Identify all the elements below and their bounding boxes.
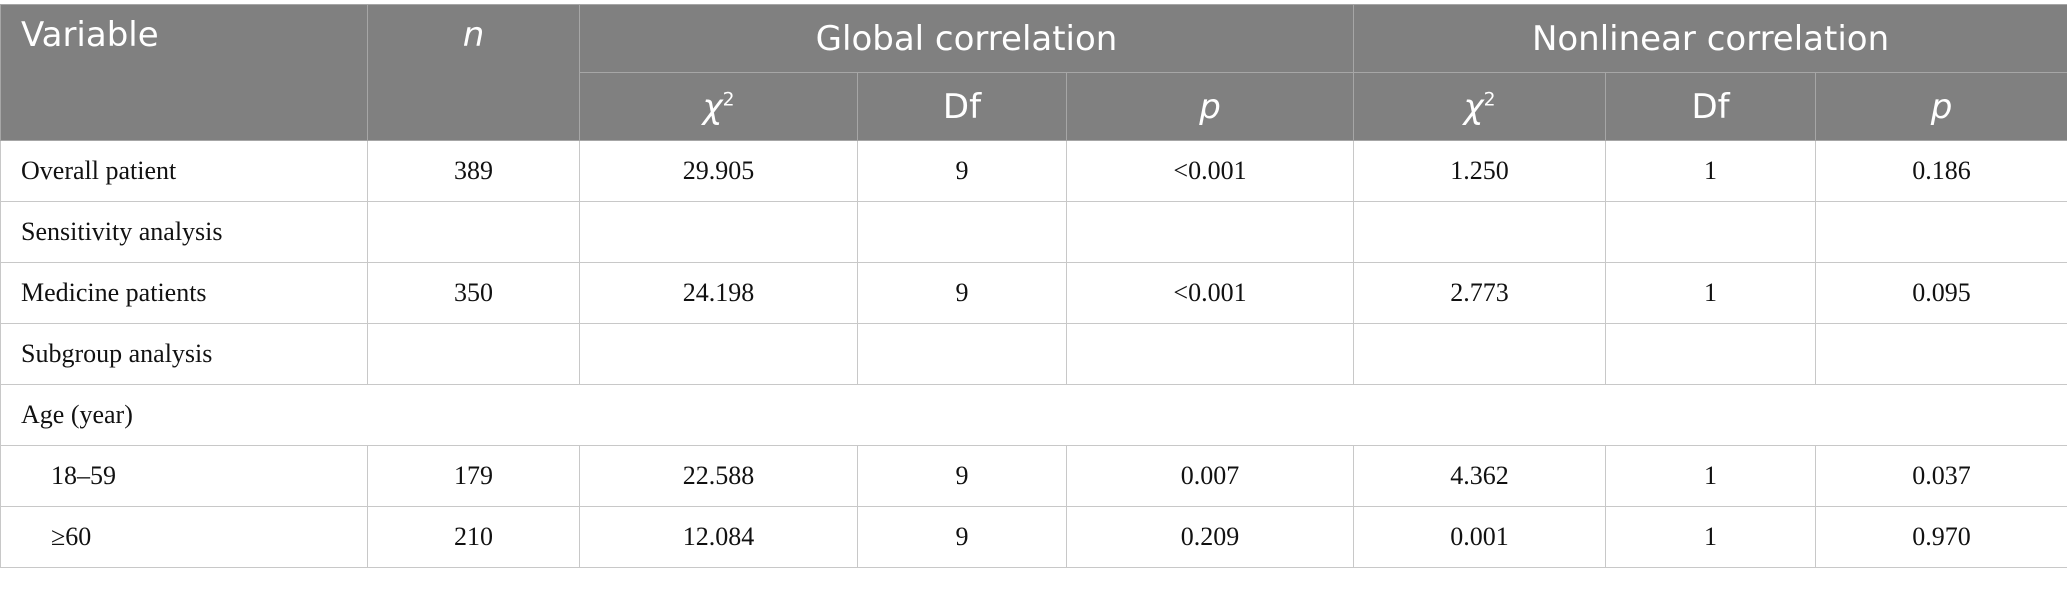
table-row: Medicine patients 350 24.198 9 <0.001 2.… <box>0 262 2067 324</box>
row-label: 18–59 <box>0 445 368 507</box>
cell-empty <box>579 201 858 263</box>
cell-global-p: 0.209 <box>1065 506 1355 568</box>
cell-nonlinear-chi: 2.773 <box>1353 262 1607 324</box>
row-label: Subgroup analysis <box>0 323 368 385</box>
header-nonlinear-correlation: Nonlinear correlation <box>1353 4 2067 73</box>
chi-superscript: 2 <box>722 89 735 111</box>
chi-symbol: χ <box>1463 86 1484 127</box>
cell-empty <box>1353 201 1607 263</box>
cell-empty <box>367 323 580 385</box>
cell-global-chi: 22.588 <box>579 445 858 507</box>
cell-nonlinear-chi: 0.001 <box>1353 506 1607 568</box>
cell-empty <box>1815 323 2067 385</box>
cell-empty <box>579 323 858 385</box>
table-body: Overall patient 389 29.905 9 <0.001 1.25… <box>0 140 2067 568</box>
cell-global-chi: 24.198 <box>579 262 858 324</box>
cell-global-df: 9 <box>857 445 1067 507</box>
header-global-p: p <box>1065 72 1355 141</box>
chi-symbol: χ <box>702 86 723 127</box>
cell-global-df: 9 <box>857 140 1067 202</box>
row-label: ≥60 <box>0 506 368 568</box>
header-nonlinear-p: p <box>1815 72 2067 141</box>
header-variable: Variable <box>0 4 368 141</box>
cell-empty <box>1605 201 1817 263</box>
table-row: Age (year) <box>0 384 2067 446</box>
row-label: Medicine patients <box>0 262 368 324</box>
cell-empty <box>1353 323 1607 385</box>
cell-n: 179 <box>367 445 580 507</box>
table-row: Overall patient 389 29.905 9 <0.001 1.25… <box>0 140 2067 202</box>
cell-nonlinear-chi: 1.250 <box>1353 140 1607 202</box>
cell-nonlinear-p: 0.186 <box>1815 140 2067 202</box>
table-row: ≥60 210 12.084 9 0.209 0.001 1 0.970 <box>0 506 2067 568</box>
cell-n: 210 <box>367 506 580 568</box>
table-header: Variable n Global correlation Nonlinear … <box>0 4 2067 141</box>
header-nonlinear-chi-square: χ2 <box>1353 72 1607 141</box>
header-global-chi-square: χ2 <box>579 72 858 141</box>
cell-nonlinear-p: 0.970 <box>1815 506 2067 568</box>
cell-empty <box>1815 201 2067 263</box>
cell-nonlinear-df: 1 <box>1605 262 1817 324</box>
cell-nonlinear-p: 0.095 <box>1815 262 2067 324</box>
cell-nonlinear-df: 1 <box>1605 140 1817 202</box>
cell-empty <box>857 323 1067 385</box>
table-row: 18–59 179 22.588 9 0.007 4.362 1 0.037 <box>0 445 2067 507</box>
cell-global-df: 9 <box>857 262 1067 324</box>
cell-nonlinear-p: 0.037 <box>1815 445 2067 507</box>
cell-n: 389 <box>367 140 580 202</box>
cell-empty <box>367 201 580 263</box>
header-nonlinear-df: Df <box>1605 72 1817 141</box>
header-n: n <box>367 4 580 141</box>
cell-global-df: 9 <box>857 506 1067 568</box>
chi-superscript: 2 <box>1483 89 1496 111</box>
header-global-df: Df <box>857 72 1067 141</box>
cell-empty <box>1065 201 1355 263</box>
row-label: Overall patient <box>0 140 368 202</box>
cell-global-chi: 29.905 <box>579 140 858 202</box>
table-row: Sensitivity analysis <box>0 201 2067 263</box>
cell-global-p: <0.001 <box>1065 262 1355 324</box>
cell-n: 350 <box>367 262 580 324</box>
table-row: Subgroup analysis <box>0 323 2067 385</box>
header-global-correlation: Global correlation <box>578 4 1355 73</box>
row-label: Age (year) <box>0 384 2067 446</box>
cell-empty <box>1605 323 1817 385</box>
cell-empty <box>857 201 1067 263</box>
cell-nonlinear-df: 1 <box>1605 445 1817 507</box>
row-label: Sensitivity analysis <box>0 201 368 263</box>
cell-nonlinear-chi: 4.362 <box>1353 445 1607 507</box>
cell-global-chi: 12.084 <box>579 506 858 568</box>
cell-empty <box>1065 323 1355 385</box>
results-table: Variable n Global correlation Nonlinear … <box>0 4 2067 568</box>
cell-global-p: <0.001 <box>1065 140 1355 202</box>
cell-nonlinear-df: 1 <box>1605 506 1817 568</box>
cell-global-p: 0.007 <box>1065 445 1355 507</box>
